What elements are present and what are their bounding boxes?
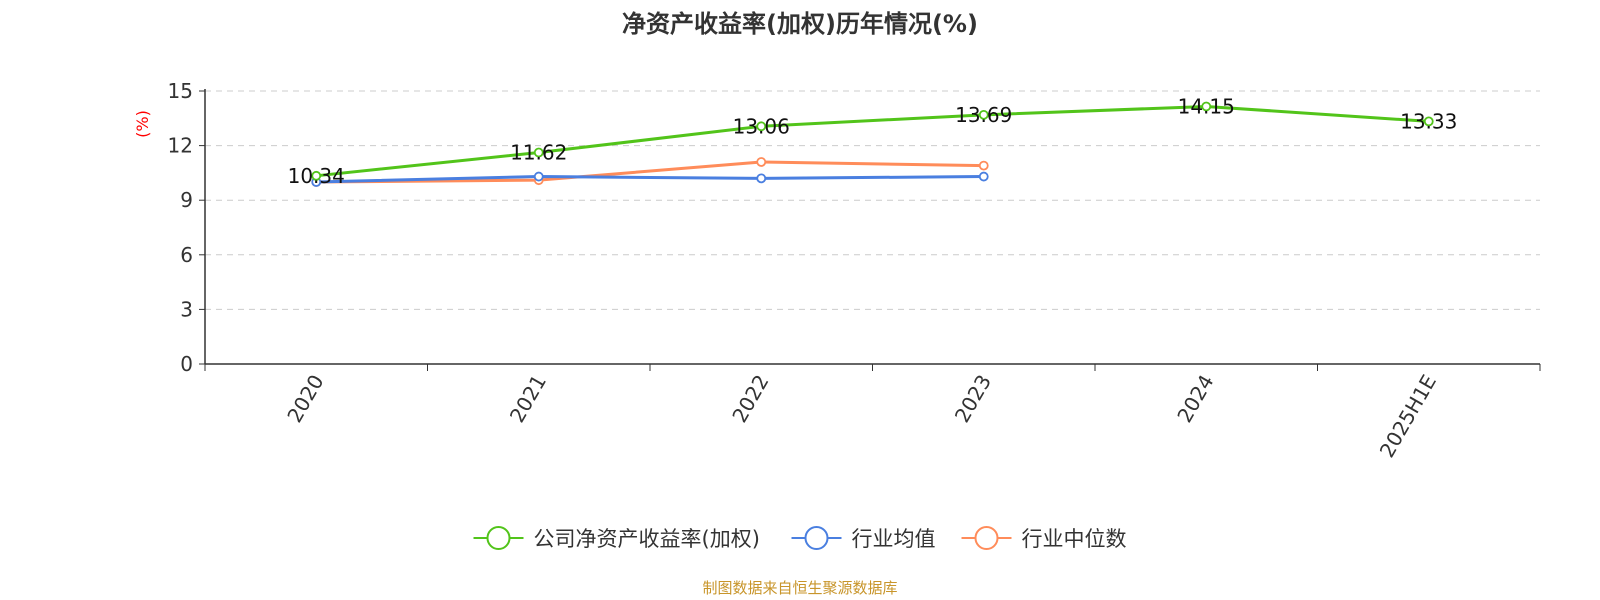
data-point[interactable] xyxy=(756,173,767,184)
x-tick-label: 2020 xyxy=(282,371,328,427)
y-tick-label: 0 xyxy=(180,352,193,376)
data-point[interactable] xyxy=(978,109,989,120)
data-point[interactable] xyxy=(756,157,767,167)
data-point[interactable] xyxy=(533,147,544,158)
chart-title: 净资产收益率(加权)历年情况(%) xyxy=(622,10,978,38)
y-tick-label: 12 xyxy=(168,134,193,158)
axes: 0 3 6 9 12 15 2020 2021 2022 2023 2024 2025H1E xyxy=(168,79,1541,462)
y-tick-label: 6 xyxy=(180,243,193,267)
legend-item[interactable]: 公司净资产收益率(加权) xyxy=(473,526,760,551)
data-label: 11.62 xyxy=(510,141,567,165)
legend-marker-icon xyxy=(486,526,511,550)
y-tick-label: 3 xyxy=(180,297,193,321)
series-line xyxy=(316,175,984,184)
data-point[interactable] xyxy=(1423,116,1434,127)
y-tick-label: 15 xyxy=(168,79,193,103)
source-note: 制图数据来自恒生聚源数据库 xyxy=(702,579,897,597)
legend-label: 公司净资产收益率(加权) xyxy=(534,527,760,551)
legend-marker-icon xyxy=(974,526,999,550)
data-label: 13.69 xyxy=(955,103,1012,127)
legend-item[interactable]: 行业中位数 xyxy=(961,526,1127,551)
data-labels: 10.34 11.62 13.06 13.69 14.15 13.33 xyxy=(288,94,1458,187)
y-axis-unit: (%) xyxy=(133,110,152,138)
series-line xyxy=(316,104,1429,178)
data-point[interactable] xyxy=(756,121,767,132)
data-label: 10.34 xyxy=(288,164,345,188)
y-tick-label: 9 xyxy=(180,188,193,212)
legend-marker-icon xyxy=(804,526,829,550)
legend-item[interactable]: 行业均值 xyxy=(791,526,936,551)
x-tick-label: 2025H1E xyxy=(1375,371,1441,462)
data-label: 13.06 xyxy=(733,114,790,138)
x-tick-label: 2021 xyxy=(505,371,551,427)
x-tick-label: 2023 xyxy=(950,371,996,427)
x-tick-label: 2022 xyxy=(727,371,773,427)
series-layer xyxy=(311,101,1434,187)
data-label: 13.33 xyxy=(1400,109,1457,133)
grid-lines xyxy=(205,90,1540,310)
data-point[interactable] xyxy=(1201,101,1212,112)
legend-label: 行业均值 xyxy=(852,527,936,551)
data-point[interactable] xyxy=(978,160,989,171)
data-point[interactable] xyxy=(311,170,322,181)
data-point[interactable] xyxy=(533,171,544,182)
data-label: 14.15 xyxy=(1178,94,1235,118)
data-point[interactable] xyxy=(978,171,989,182)
legend-label: 行业中位数 xyxy=(1022,527,1127,551)
series-line xyxy=(316,160,984,184)
legend: 公司净资产收益率(加权) 行业均值 行业中位数 xyxy=(473,526,1127,551)
x-tick-label: 2024 xyxy=(1172,371,1218,427)
